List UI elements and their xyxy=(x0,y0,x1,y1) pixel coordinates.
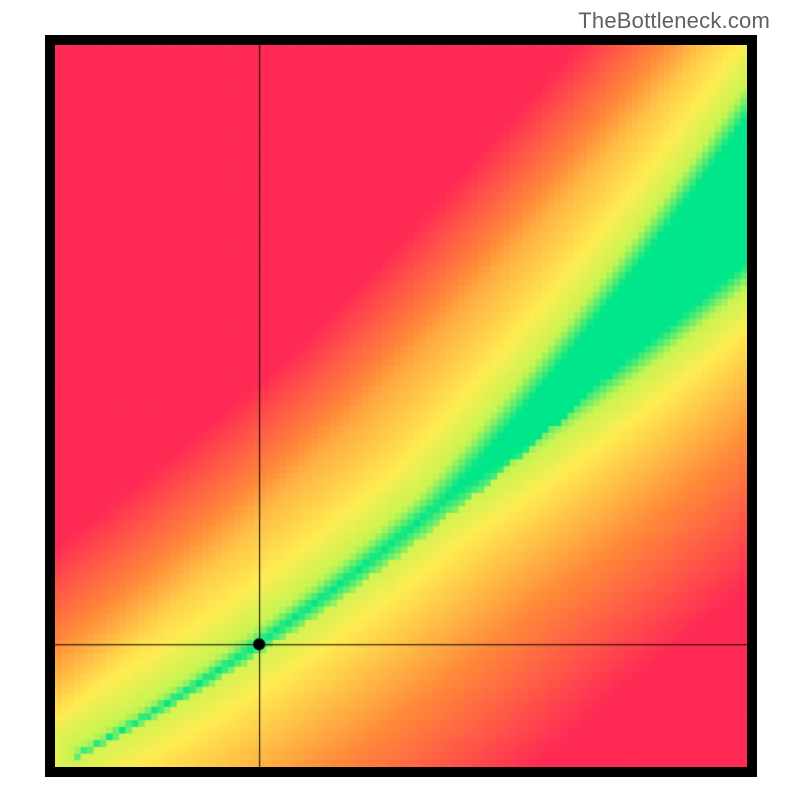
plot-frame xyxy=(45,35,757,777)
heatmap-canvas xyxy=(55,45,747,767)
watermark-text: TheBottleneck.com xyxy=(578,8,770,34)
